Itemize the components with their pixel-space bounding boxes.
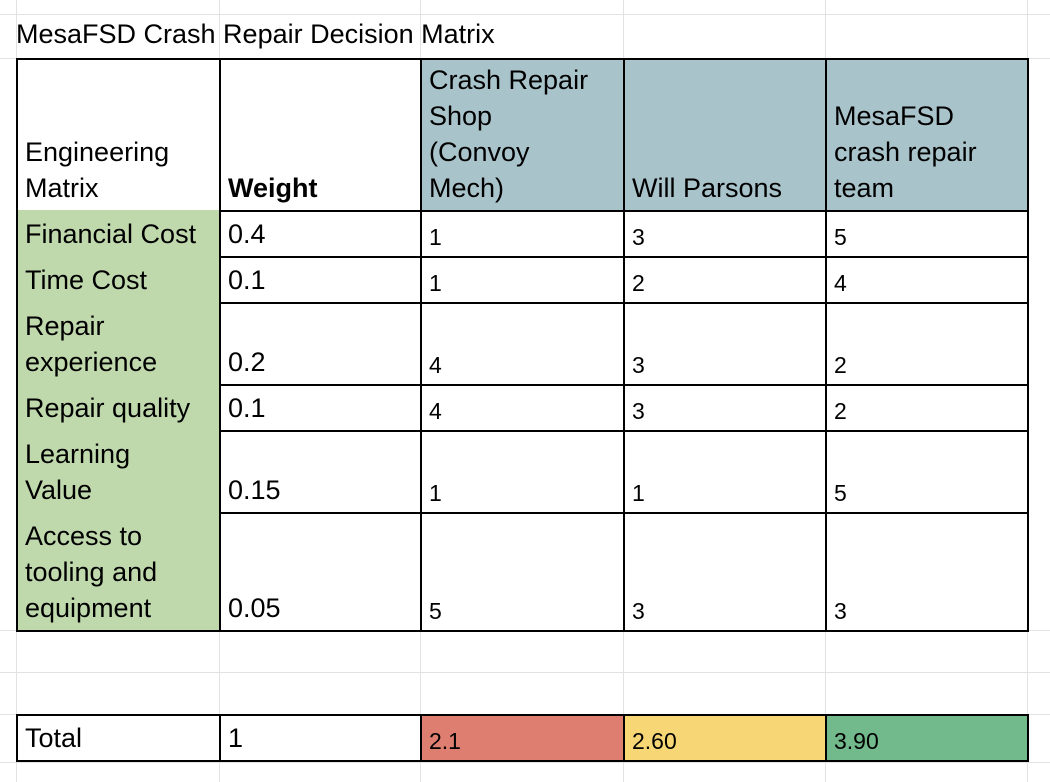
criterion-cell[interactable]: Repair experience (16, 302, 221, 386)
weight-cell[interactable]: 0.05 (219, 512, 422, 632)
total-label[interactable]: Total (16, 714, 221, 762)
header-weight[interactable]: Weight (219, 58, 422, 212)
criterion-cell[interactable]: Financial Cost (16, 210, 221, 258)
weight-cell[interactable]: 0.2 (219, 302, 422, 386)
score-cell[interactable]: 3 (623, 512, 827, 632)
score-cell[interactable]: 1 (623, 430, 827, 514)
score-cell[interactable]: 2 (623, 256, 827, 304)
total-score-option-3[interactable]: 3.90 (825, 714, 1029, 762)
criterion-cell[interactable]: Repair quality (16, 384, 221, 432)
score-cell[interactable]: 5 (825, 430, 1029, 514)
weight-cell[interactable]: 0.15 (219, 430, 422, 514)
score-cell[interactable]: 4 (420, 384, 625, 432)
score-cell[interactable]: 1 (420, 256, 625, 304)
score-cell[interactable]: 4 (825, 256, 1029, 304)
total-weight[interactable]: 1 (219, 714, 422, 762)
header-row-label[interactable]: Engineering Matrix (16, 58, 221, 212)
score-cell[interactable]: 3 (623, 210, 827, 258)
header-option-3[interactable]: MesaFSD crash repair team (825, 58, 1029, 212)
score-cell[interactable]: 5 (825, 210, 1029, 258)
sheet-title[interactable]: MesaFSD Crash Repair Decision Matrix (16, 19, 495, 49)
header-option-1[interactable]: Crash Repair Shop (Convoy Mech) (420, 58, 625, 212)
score-cell[interactable]: 3 (825, 512, 1029, 632)
total-score-option-2[interactable]: 2.60 (623, 714, 827, 762)
score-cell[interactable]: 3 (623, 384, 827, 432)
score-cell[interactable]: 2 (825, 302, 1029, 386)
criterion-cell[interactable]: Learning Value (16, 430, 221, 514)
score-cell[interactable]: 1 (420, 430, 625, 514)
score-cell[interactable]: 4 (420, 302, 625, 386)
score-cell[interactable]: 5 (420, 512, 625, 632)
total-score-option-1[interactable]: 2.1 (420, 714, 625, 762)
weight-cell[interactable]: 0.1 (219, 256, 422, 304)
weight-cell[interactable]: 0.4 (219, 210, 422, 258)
score-cell[interactable]: 1 (420, 210, 625, 258)
weight-cell[interactable]: 0.1 (219, 384, 422, 432)
criterion-cell[interactable]: Time Cost (16, 256, 221, 304)
header-option-2[interactable]: Will Parsons (623, 58, 827, 212)
score-cell[interactable]: 3 (623, 302, 827, 386)
criterion-cell[interactable]: Access to tooling and equipment (16, 512, 221, 632)
score-cell[interactable]: 2 (825, 384, 1029, 432)
